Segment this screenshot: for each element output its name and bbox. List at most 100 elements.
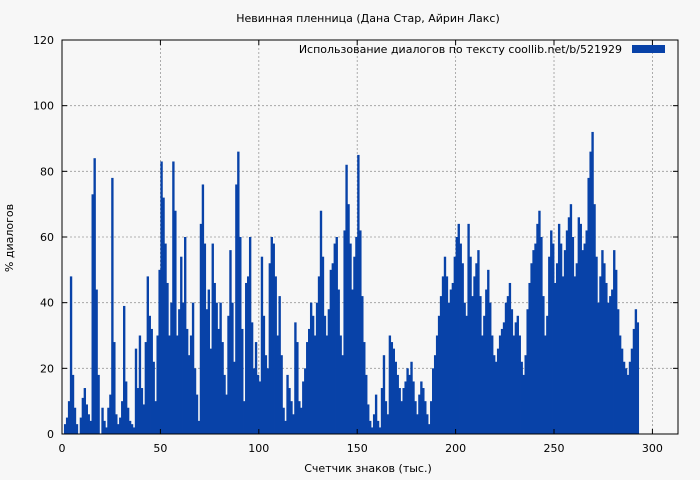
bar (327, 309, 331, 434)
bar (170, 302, 173, 434)
bar (117, 424, 120, 434)
bar (107, 407, 110, 434)
bar (538, 210, 541, 434)
bar (69, 276, 73, 434)
x-tick-label: 300 (642, 442, 663, 455)
bar (134, 348, 138, 434)
bar (73, 407, 77, 434)
bar (400, 401, 403, 434)
bar (223, 374, 226, 434)
bar (311, 315, 315, 434)
bar (512, 335, 516, 434)
bar (67, 401, 71, 434)
bar (544, 335, 547, 434)
bar (156, 335, 159, 434)
bar (591, 131, 594, 434)
bar (374, 394, 378, 434)
bar (380, 388, 384, 434)
bar (313, 335, 317, 434)
bar (136, 388, 140, 434)
bar (508, 282, 512, 434)
bar (465, 315, 468, 434)
bar (144, 342, 148, 434)
bar (516, 315, 519, 434)
bar (162, 197, 165, 434)
bar (575, 263, 579, 434)
bar (274, 276, 277, 434)
bar (351, 289, 354, 434)
bar (278, 296, 281, 434)
bar (493, 355, 496, 434)
bar (412, 381, 415, 434)
bar (524, 355, 527, 434)
bar (329, 269, 333, 434)
bar (272, 243, 275, 434)
bar (471, 296, 474, 434)
y-axis: 0 20 40 60 80 100 120 (33, 34, 678, 441)
bar (548, 256, 551, 434)
bar (176, 335, 179, 434)
bar (435, 335, 439, 434)
bar (416, 414, 419, 434)
bar (353, 256, 356, 434)
bar (378, 427, 382, 434)
bar (262, 315, 266, 434)
bar (577, 217, 580, 434)
bar (119, 417, 122, 434)
bar (187, 355, 191, 434)
y-tick-label: 40 (40, 297, 54, 310)
bar (260, 256, 264, 434)
bar (605, 282, 608, 434)
bar (152, 361, 155, 434)
bar (461, 263, 464, 434)
bar (339, 335, 342, 434)
bar (268, 263, 272, 434)
bar (172, 161, 175, 434)
bar (571, 237, 575, 434)
bar (424, 401, 427, 434)
bar (203, 243, 207, 434)
bar (95, 289, 98, 434)
bar (237, 151, 240, 434)
bar (431, 368, 435, 434)
x-axis: 0 50 100 150 200 250 300 (59, 40, 663, 455)
bar (528, 282, 531, 434)
bar (292, 414, 295, 434)
bar (616, 309, 620, 434)
bar (469, 256, 472, 434)
bar (65, 417, 69, 434)
bar (603, 263, 606, 434)
bar (563, 250, 567, 434)
bar (246, 276, 250, 434)
bar (626, 374, 630, 434)
x-tick-label: 0 (59, 442, 66, 455)
bar (121, 401, 124, 434)
bar (384, 401, 388, 434)
bar (101, 407, 104, 434)
bar (453, 256, 457, 434)
bar (349, 243, 352, 434)
bar (611, 289, 614, 434)
bar (140, 388, 144, 434)
bar (197, 420, 201, 434)
bar (565, 230, 569, 434)
bar (264, 355, 268, 434)
bar (609, 296, 612, 434)
y-tick-label: 80 (40, 165, 54, 178)
bar (540, 237, 543, 434)
bar (150, 328, 153, 434)
bar (439, 296, 443, 434)
x-tick-label: 100 (248, 442, 269, 455)
y-tick-label: 20 (40, 362, 54, 375)
bar (634, 309, 638, 434)
bar (489, 302, 492, 434)
bar (97, 374, 100, 434)
bar (451, 282, 455, 434)
bar (296, 342, 299, 434)
bar (430, 401, 433, 434)
bar (250, 322, 254, 434)
bar (304, 368, 307, 434)
bar (382, 355, 386, 434)
y-tick-label: 100 (33, 100, 54, 113)
